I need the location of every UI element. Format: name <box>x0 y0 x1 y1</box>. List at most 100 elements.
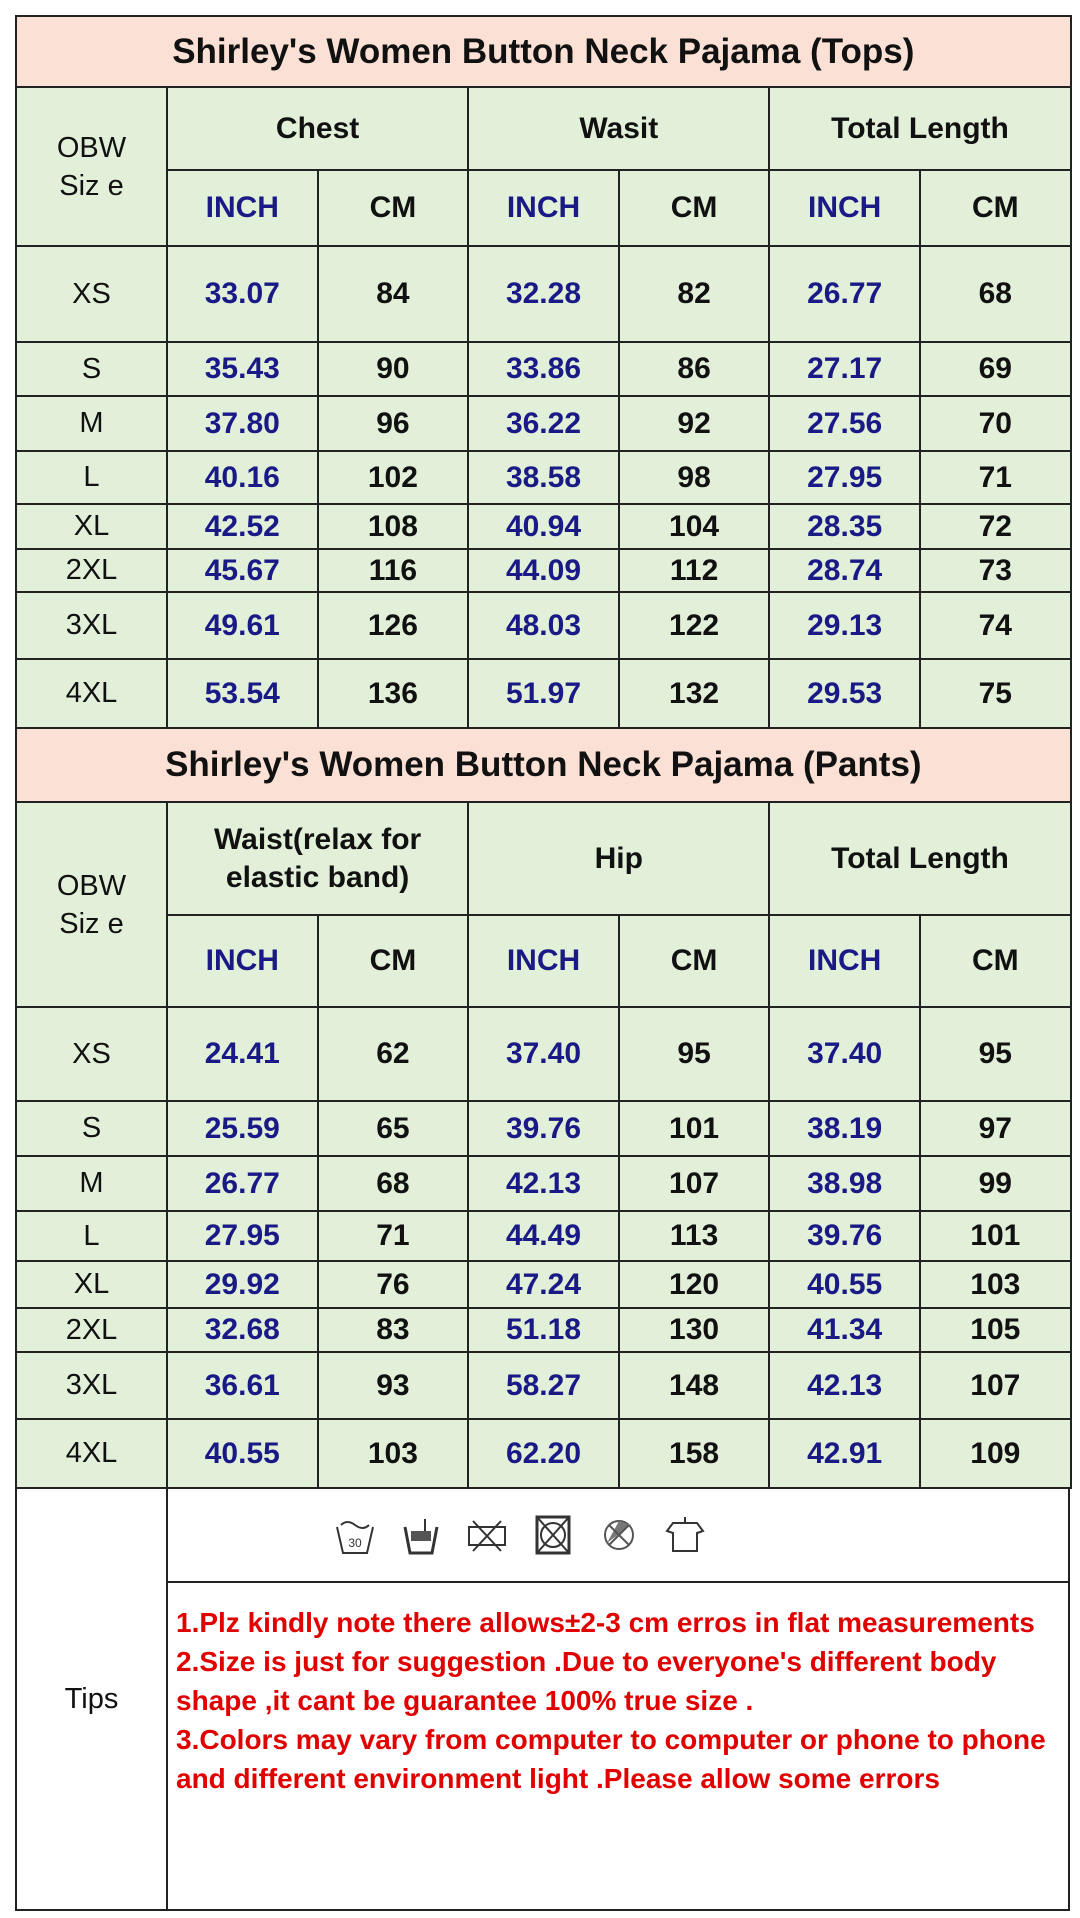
table-row: 4XL 53.54 136 51.97 132 29.53 75 <box>15 658 1072 729</box>
cm-cell: 65 <box>316 1100 470 1157</box>
cm-cell: 103 <box>918 1260 1072 1309</box>
inch-cell: 39.76 <box>768 1210 921 1262</box>
inch-cell: 42.52 <box>166 503 319 550</box>
size-cell: 2XL <box>15 1307 168 1353</box>
tops-title: Shirley's Women Button Neck Pajama (Tops… <box>15 15 1072 88</box>
cm-cell: 71 <box>316 1210 470 1262</box>
tops-size-table: Shirley's Women Button Neck Pajama (Tops… <box>15 15 1072 729</box>
pants-title: Shirley's Women Button Neck Pajama (Pant… <box>15 727 1072 803</box>
cm-cell: 93 <box>316 1351 470 1420</box>
inch-cell: 36.22 <box>467 395 620 452</box>
table-row: XL 29.92 76 47.24 120 40.55 103 <box>15 1260 1072 1309</box>
inch-cell: 29.13 <box>768 591 921 660</box>
table-row: XS 24.41 62 37.40 95 37.40 95 <box>15 1006 1072 1102</box>
cm-header: CM <box>617 914 771 1008</box>
inch-cell: 42.13 <box>467 1155 620 1212</box>
table-row: 4XL 40.55 103 62.20 158 42.91 109 <box>15 1418 1072 1489</box>
cm-cell: 122 <box>617 591 771 660</box>
size-cell: M <box>15 395 168 452</box>
table-row: M 26.77 68 42.13 107 38.98 99 <box>15 1155 1072 1212</box>
cm-cell: 86 <box>617 341 771 397</box>
cm-cell: 101 <box>617 1100 771 1157</box>
do-not-tumble-dry-icon <box>535 1515 571 1555</box>
inch-header: INCH <box>166 914 319 1008</box>
group-header: Wasit <box>467 86 771 171</box>
inch-header: INCH <box>768 169 921 247</box>
size-cell: M <box>15 1155 168 1212</box>
inch-cell: 40.94 <box>467 503 620 550</box>
table-row: S 25.59 65 39.76 101 38.19 97 <box>15 1100 1072 1157</box>
cm-cell: 95 <box>918 1006 1072 1102</box>
inch-cell: 40.55 <box>166 1418 319 1489</box>
inch-cell: 27.56 <box>768 395 921 452</box>
cm-cell: 70 <box>918 395 1072 452</box>
table-row: L 27.95 71 44.49 113 39.76 101 <box>15 1210 1072 1262</box>
do-not-bleach-icon <box>604 1520 634 1550</box>
cm-cell: 102 <box>316 450 470 505</box>
hand-wash-30-icon: 30 <box>336 1521 374 1554</box>
cm-header: CM <box>316 914 470 1008</box>
inch-cell: 58.27 <box>467 1351 620 1420</box>
cm-cell: 132 <box>617 658 771 729</box>
inch-cell: 27.17 <box>768 341 921 397</box>
cm-cell: 73 <box>918 548 1072 593</box>
cm-cell: 112 <box>617 548 771 593</box>
inch-cell: 37.40 <box>467 1006 620 1102</box>
inch-cell: 33.86 <box>467 341 620 397</box>
inch-cell: 26.77 <box>768 245 921 343</box>
tip-1: 1.Plz kindly note there allows±2-3 cm er… <box>176 1607 1035 1638</box>
inch-cell: 29.53 <box>768 658 921 729</box>
cm-cell: 99 <box>918 1155 1072 1212</box>
care-tips-table: Tips 30 1.Plz kindly note there allows±2… <box>15 1487 1070 1911</box>
inch-cell: 24.41 <box>166 1006 319 1102</box>
size-cell: S <box>15 1100 168 1157</box>
table-row: 3XL 49.61 126 48.03 122 29.13 74 <box>15 591 1072 660</box>
do-not-wring-icon <box>468 1520 506 1552</box>
cm-cell: 116 <box>316 548 470 593</box>
cm-cell: 120 <box>617 1260 771 1309</box>
table-row: M 37.80 96 36.22 92 27.56 70 <box>15 395 1072 452</box>
cm-cell: 74 <box>918 591 1072 660</box>
cm-cell: 126 <box>316 591 470 660</box>
cm-header: CM <box>918 914 1072 1008</box>
inch-cell: 28.35 <box>768 503 921 550</box>
cm-cell: 83 <box>316 1307 470 1353</box>
size-cell: 3XL <box>15 1351 168 1420</box>
table-row: XL 42.52 108 40.94 104 28.35 72 <box>15 503 1072 550</box>
care-icons-cell: 30 <box>166 1487 1070 1583</box>
cm-cell: 69 <box>918 341 1072 397</box>
inch-cell: 44.49 <box>467 1210 620 1262</box>
svg-text:30: 30 <box>348 1536 362 1550</box>
inch-cell: 28.74 <box>768 548 921 593</box>
inch-cell: 25.59 <box>166 1100 319 1157</box>
inch-cell: 49.61 <box>166 591 319 660</box>
inch-cell: 27.95 <box>768 450 921 505</box>
size-cell: XS <box>15 245 168 343</box>
cm-cell: 103 <box>316 1418 470 1489</box>
cm-cell: 68 <box>918 245 1072 343</box>
group-header: Total Length <box>768 801 1072 916</box>
cm-cell: 107 <box>617 1155 771 1212</box>
inch-header: INCH <box>467 169 620 247</box>
inch-cell: 38.98 <box>768 1155 921 1212</box>
size-cell: XL <box>15 503 168 550</box>
inch-cell: 40.16 <box>166 450 319 505</box>
size-cell: 3XL <box>15 591 168 660</box>
inch-cell: 42.91 <box>768 1418 921 1489</box>
inch-cell: 51.18 <box>467 1307 620 1353</box>
size-header: OBW Siz e <box>15 86 168 247</box>
cm-cell: 148 <box>617 1351 771 1420</box>
inch-header: INCH <box>768 914 921 1008</box>
inch-cell: 38.58 <box>467 450 620 505</box>
cm-cell: 62 <box>316 1006 470 1102</box>
size-cell: 2XL <box>15 548 168 593</box>
table-row: 2XL 32.68 83 51.18 130 41.34 105 <box>15 1307 1072 1353</box>
inch-cell: 44.09 <box>467 548 620 593</box>
inch-cell: 53.54 <box>166 658 319 729</box>
cm-cell: 95 <box>617 1006 771 1102</box>
inch-cell: 38.19 <box>768 1100 921 1157</box>
size-cell: 4XL <box>15 658 168 729</box>
cm-cell: 98 <box>617 450 771 505</box>
inch-cell: 62.20 <box>467 1418 620 1489</box>
cm-cell: 76 <box>316 1260 470 1309</box>
